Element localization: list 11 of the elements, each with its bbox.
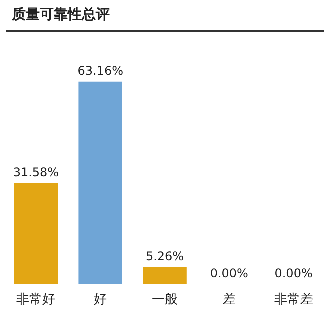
x-tick-label: 非常好: [16, 292, 56, 308]
x-tick-label: 差: [222, 292, 236, 308]
data-label: 0.00%: [210, 266, 248, 281]
x-tick-label: 一般: [152, 292, 178, 308]
data-label: 5.26%: [146, 250, 184, 264]
chart-title: 质量可靠性总评: [6, 6, 324, 32]
x-tick-label: 好: [94, 292, 108, 308]
x-tick-label: 非常差: [274, 292, 314, 308]
data-label: 0.00%: [274, 266, 313, 281]
data-label: 63.16%: [78, 64, 124, 78]
data-label: 31.58%: [13, 165, 60, 180]
